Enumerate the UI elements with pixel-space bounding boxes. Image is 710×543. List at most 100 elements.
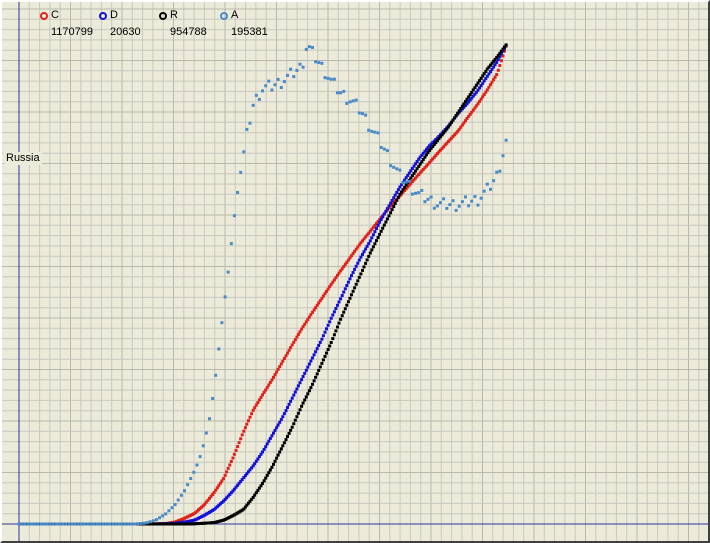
point-r	[496, 53, 500, 57]
point-d	[273, 428, 277, 432]
point-r	[459, 107, 463, 110]
point-c	[417, 173, 421, 176]
point-r	[273, 459, 277, 463]
point-r	[220, 519, 224, 523]
point-a	[45, 522, 49, 526]
point-a	[442, 197, 446, 201]
point-r	[281, 444, 285, 448]
point-a	[261, 89, 264, 93]
point-r	[253, 493, 257, 497]
point-c	[428, 161, 432, 164]
point-d	[222, 499, 225, 503]
point-r	[464, 100, 467, 104]
point-d	[264, 445, 268, 449]
point-a	[498, 169, 502, 173]
point-d	[286, 406, 289, 409]
point-c	[311, 310, 314, 314]
point-d	[325, 327, 328, 331]
point-a	[286, 73, 289, 77]
point-d	[248, 468, 252, 472]
point-c	[375, 221, 378, 225]
legend-label-r: R	[170, 9, 178, 21]
point-c	[409, 181, 413, 185]
point-c	[454, 131, 458, 135]
point-r	[350, 293, 353, 297]
point-a	[298, 62, 302, 66]
point-c	[407, 183, 411, 187]
point-d	[339, 297, 343, 301]
legend-marker-a	[220, 12, 228, 20]
point-r	[457, 109, 461, 113]
point-c	[287, 348, 291, 352]
point-r	[318, 365, 322, 369]
point-d	[478, 86, 481, 90]
point-d	[421, 151, 425, 155]
point-d	[309, 359, 313, 363]
point-d	[314, 350, 318, 354]
point-d	[256, 457, 260, 461]
point-c	[278, 365, 282, 369]
point-c	[489, 83, 492, 87]
point-r	[226, 516, 230, 520]
point-d	[423, 149, 427, 153]
point-d	[337, 300, 341, 304]
point-a	[79, 522, 83, 526]
point-r	[201, 521, 205, 525]
point-c	[314, 306, 318, 310]
point-d	[290, 396, 294, 400]
point-c	[292, 340, 296, 344]
point-r	[272, 462, 275, 466]
point-r	[247, 501, 250, 505]
point-d	[471, 94, 475, 98]
point-d	[232, 487, 236, 491]
point-r	[261, 481, 264, 485]
point-c	[315, 303, 319, 307]
point-c	[387, 206, 391, 210]
point-r	[396, 195, 400, 199]
point-a	[20, 522, 24, 526]
point-c	[412, 178, 416, 182]
point-a	[73, 522, 77, 526]
point-a	[267, 79, 271, 83]
point-d	[229, 491, 233, 495]
point-c	[332, 278, 336, 282]
point-r	[295, 415, 299, 419]
point-r	[329, 341, 333, 344]
point-c	[259, 396, 263, 399]
point-r	[364, 261, 368, 265]
point-r	[462, 102, 466, 106]
point-c	[222, 477, 225, 481]
point-a	[329, 77, 333, 81]
point-r	[353, 286, 357, 290]
point-d	[410, 167, 414, 170]
point-c	[320, 296, 324, 300]
point-r	[292, 422, 296, 426]
point-c	[343, 262, 347, 266]
point-a	[320, 61, 324, 65]
point-r	[323, 354, 327, 358]
point-d	[251, 464, 255, 468]
point-a	[432, 206, 436, 210]
point-a	[270, 88, 274, 92]
point-d	[236, 483, 240, 487]
point-a	[30, 522, 33, 526]
point-a	[448, 203, 452, 207]
point-d	[414, 162, 417, 166]
point-r	[278, 450, 282, 454]
point-d	[204, 512, 208, 516]
point-d	[489, 70, 492, 74]
point-d	[328, 320, 332, 324]
point-r	[301, 401, 305, 405]
point-c	[339, 269, 343, 273]
point-r	[184, 522, 188, 526]
point-a	[186, 483, 190, 487]
point-a	[176, 498, 180, 502]
point-a	[489, 187, 492, 191]
point-a	[364, 113, 368, 117]
point-r	[481, 74, 485, 78]
point-a	[120, 522, 124, 526]
point-a	[345, 101, 349, 105]
point-c	[459, 125, 463, 129]
point-c	[228, 463, 232, 467]
point-d	[228, 492, 232, 496]
